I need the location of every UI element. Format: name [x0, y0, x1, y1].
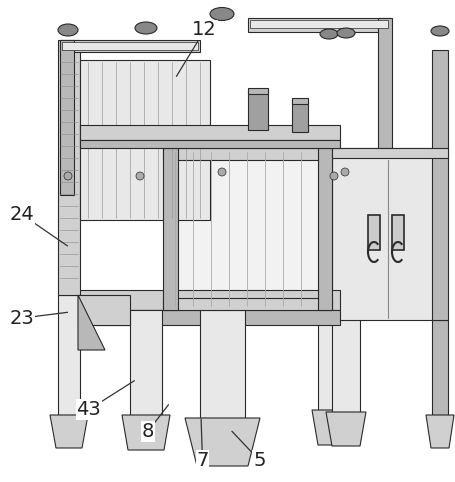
- Polygon shape: [312, 410, 346, 445]
- Polygon shape: [60, 40, 200, 52]
- Polygon shape: [318, 148, 332, 310]
- Circle shape: [136, 172, 144, 180]
- Ellipse shape: [210, 8, 234, 21]
- Polygon shape: [432, 320, 448, 415]
- Polygon shape: [50, 415, 88, 448]
- Polygon shape: [248, 18, 390, 32]
- Polygon shape: [292, 98, 308, 104]
- Polygon shape: [200, 310, 245, 418]
- Polygon shape: [378, 18, 392, 185]
- Polygon shape: [130, 310, 162, 415]
- Text: 12: 12: [192, 20, 217, 40]
- Polygon shape: [78, 295, 105, 350]
- Text: 8: 8: [142, 422, 154, 441]
- Polygon shape: [163, 148, 332, 160]
- Polygon shape: [165, 150, 330, 300]
- Circle shape: [218, 168, 226, 176]
- Ellipse shape: [431, 26, 449, 36]
- Polygon shape: [332, 148, 448, 158]
- Polygon shape: [432, 50, 448, 320]
- Polygon shape: [80, 140, 340, 148]
- Polygon shape: [185, 418, 260, 466]
- Polygon shape: [248, 90, 268, 130]
- Polygon shape: [318, 310, 340, 410]
- Polygon shape: [62, 42, 198, 50]
- Polygon shape: [163, 298, 332, 310]
- Polygon shape: [163, 148, 178, 310]
- Polygon shape: [80, 60, 210, 220]
- Polygon shape: [392, 215, 404, 250]
- Polygon shape: [332, 310, 360, 412]
- Polygon shape: [80, 125, 340, 140]
- Text: 23: 23: [10, 308, 34, 328]
- Polygon shape: [368, 215, 380, 250]
- Polygon shape: [60, 40, 74, 195]
- Ellipse shape: [135, 22, 157, 34]
- Text: 7: 7: [196, 451, 209, 470]
- Polygon shape: [58, 295, 80, 415]
- Polygon shape: [248, 88, 268, 94]
- Polygon shape: [78, 295, 130, 325]
- Text: 43: 43: [76, 400, 101, 419]
- Ellipse shape: [320, 29, 338, 39]
- Text: 5: 5: [253, 451, 266, 470]
- Circle shape: [64, 172, 72, 180]
- Circle shape: [341, 168, 349, 176]
- Polygon shape: [250, 20, 388, 28]
- Ellipse shape: [58, 24, 78, 36]
- Polygon shape: [292, 100, 308, 132]
- Polygon shape: [426, 415, 454, 448]
- Polygon shape: [122, 415, 170, 450]
- Polygon shape: [78, 290, 340, 310]
- Polygon shape: [58, 40, 80, 295]
- Text: 24: 24: [10, 205, 34, 224]
- Circle shape: [330, 172, 338, 180]
- Polygon shape: [78, 310, 340, 325]
- Ellipse shape: [337, 28, 355, 38]
- Polygon shape: [332, 148, 445, 320]
- Polygon shape: [326, 412, 366, 446]
